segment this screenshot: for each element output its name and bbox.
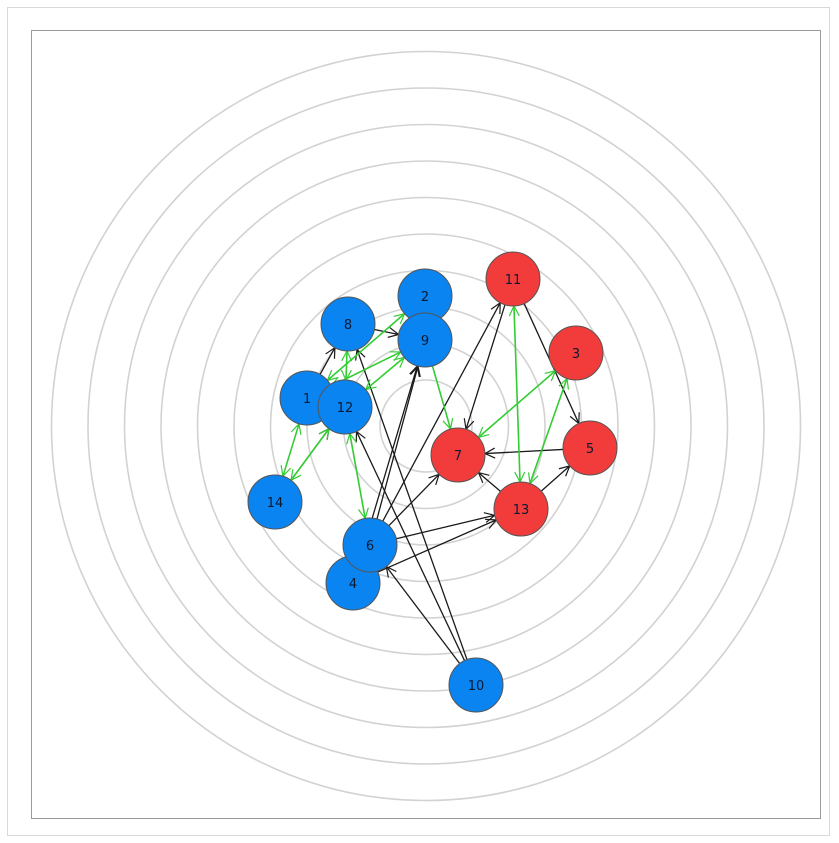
node-3[interactable]: 3 [548,325,604,381]
node-label-3: 3 [572,347,580,362]
edge-6-to-7 [388,474,439,527]
node-label-5: 5 [586,442,594,457]
node-13[interactable]: 13 [493,481,549,537]
node-label-13: 13 [513,503,530,518]
node-5[interactable]: 5 [562,420,618,476]
edge-10-to-8 [357,349,468,660]
edge-11-to-7 [466,304,506,429]
node-circle-7[interactable] [430,427,486,483]
node-label-14: 14 [267,496,284,511]
node-11[interactable]: 11 [485,251,541,307]
node-circle-3[interactable] [548,325,604,381]
ring-10 [50,50,802,802]
node-circle-10[interactable] [448,657,504,713]
edge-12-to-14 [291,429,329,481]
node-label-2: 2 [421,290,429,305]
concentric-rings [50,50,802,802]
node-9[interactable]: 9 [397,312,453,368]
node-label-1: 1 [303,392,311,407]
edge-1-to-8 [319,348,335,375]
node-circle-12[interactable] [317,379,373,435]
edge-6-to-9 [376,366,418,520]
node-circle-11[interactable] [485,251,541,307]
node-circle-6[interactable] [342,517,398,573]
node-label-4: 4 [349,577,357,592]
edge-10-to-6 [386,567,461,664]
node-label-10: 10 [468,679,485,694]
node-label-11: 11 [505,273,522,288]
node-label-6: 6 [366,539,374,554]
node-8[interactable]: 8 [320,296,376,352]
node-label-12: 12 [337,401,354,416]
edge-4-to-13 [377,520,497,573]
ring-9 [87,87,765,765]
ring-7 [160,160,692,692]
node-6[interactable]: 6 [342,517,398,573]
edge-6-to-13 [396,515,494,540]
edge-8-to-12 [346,351,347,380]
edge-12-to-9 [366,357,405,389]
edge-12-to-6 [350,434,365,519]
node-circle-5[interactable] [562,420,618,476]
edge-9-to-7 [431,365,450,429]
node-circle-9[interactable] [397,312,453,368]
node-10[interactable]: 10 [448,657,504,713]
node-label-7: 7 [454,449,462,464]
node-label-9: 9 [421,334,429,349]
ring-8 [123,123,729,729]
node-circle-14[interactable] [247,474,303,530]
edge-11-to-13 [514,306,520,482]
node-7[interactable]: 7 [430,427,486,483]
edge-1-to-14 [283,424,299,476]
node-12[interactable]: 12 [317,379,373,435]
node-14[interactable]: 14 [247,474,303,530]
node-circle-13[interactable] [493,481,549,537]
node-circle-8[interactable] [320,296,376,352]
edge-3-to-13 [530,378,567,483]
edge-5-to-7 [485,449,564,453]
edge-10-to-12 [357,431,466,661]
edge-6-to-11 [382,303,500,522]
ring-6 [196,196,656,656]
edge-13-to-5 [540,466,570,492]
edge-13-to-7 [478,473,501,492]
node-label-8: 8 [344,318,352,333]
